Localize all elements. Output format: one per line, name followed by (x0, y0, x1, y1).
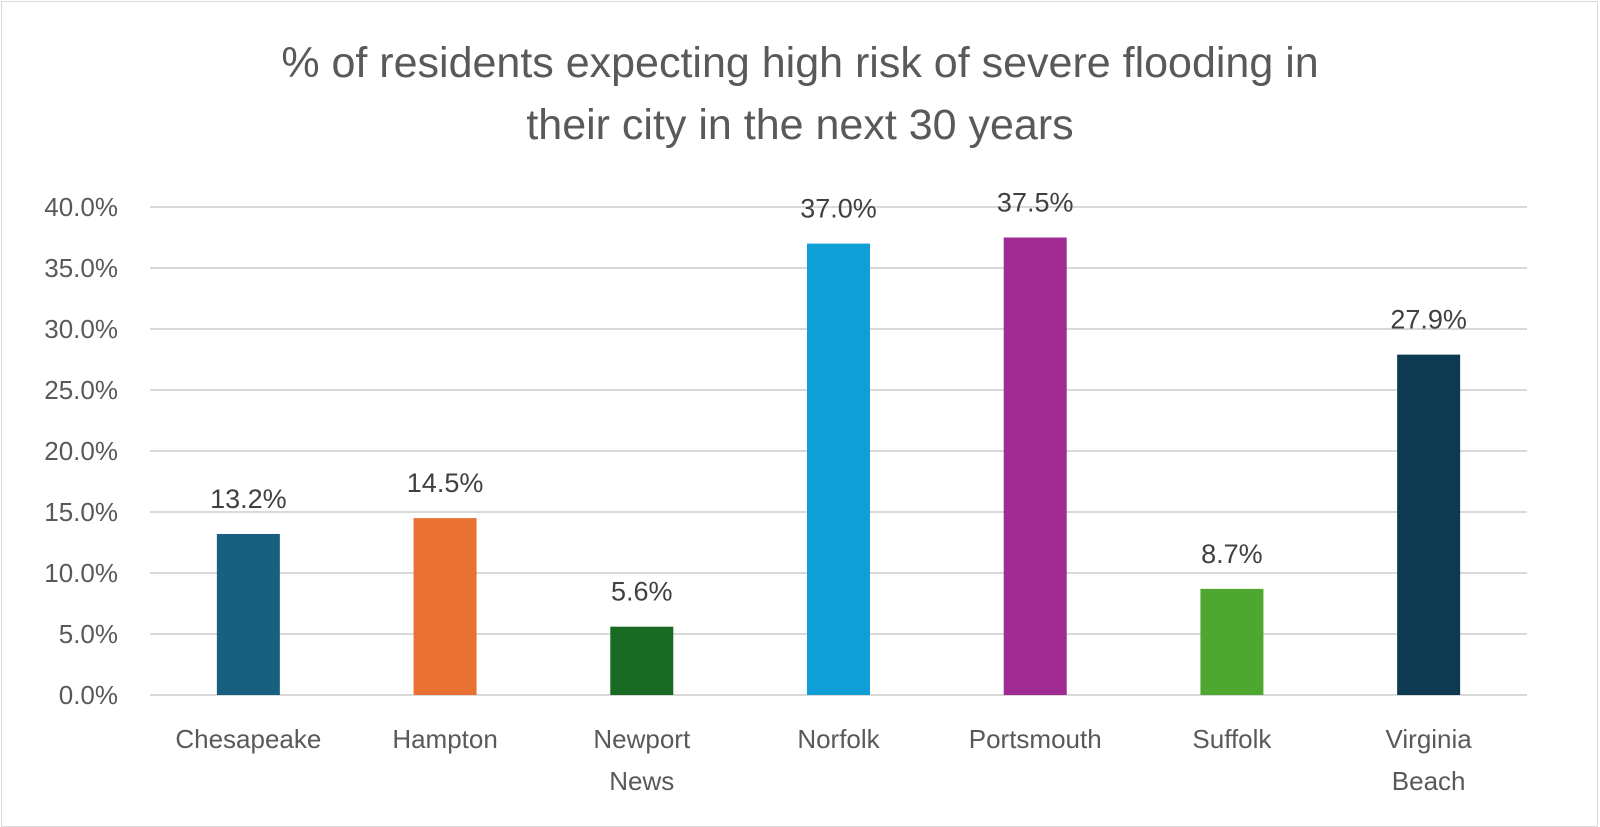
data-label: 5.6% (611, 577, 673, 607)
data-labels: 13.2% 14.5% 5.6% 37.0% 37.5% 8.7% 27.9% (210, 188, 1467, 607)
y-tick-label: 30.0% (44, 314, 118, 344)
y-tick-label: 5.0% (59, 619, 118, 649)
data-label: 14.5% (407, 468, 484, 498)
bars (216, 237, 1461, 695)
data-label: 37.5% (997, 188, 1074, 218)
x-category-label: Suffolk (1192, 724, 1272, 754)
data-label: 13.2% (210, 484, 287, 514)
y-tick-label: 25.0% (44, 375, 118, 405)
chart-title-line-2: their city in the next 30 years (526, 101, 1074, 149)
y-axis-ticks: 0.0% 5.0% 10.0% 15.0% 20.0% 25.0% 30.0% 35.0% 40… (44, 192, 118, 710)
data-label: 27.9% (1390, 305, 1467, 335)
bar (216, 533, 280, 695)
y-tick-label: 0.0% (59, 680, 118, 710)
data-label: 37.0% (800, 194, 877, 224)
bar (807, 243, 870, 695)
bar (1200, 588, 1264, 695)
x-axis-categories: Chesapeake Hampton Newport News Norfolk Ports… (175, 724, 1472, 796)
bar (1397, 354, 1461, 695)
bar (1003, 237, 1067, 695)
x-category-label: News (609, 766, 674, 796)
x-category-label: Chesapeake (175, 724, 321, 754)
chart-title-line-1: % of residents expecting high risk of se… (281, 39, 1319, 87)
data-label: 8.7% (1201, 539, 1263, 569)
y-tick-label: 40.0% (44, 192, 118, 222)
x-category-label: Newport (593, 724, 691, 754)
x-category-label: Portsmouth (969, 724, 1102, 754)
x-category-label: Beach (1392, 766, 1466, 796)
y-tick-label: 15.0% (44, 497, 118, 527)
x-category-label: Norfolk (797, 724, 880, 754)
bar (413, 518, 477, 695)
bar (610, 626, 674, 695)
y-tick-label: 35.0% (44, 253, 118, 283)
y-tick-label: 10.0% (44, 558, 118, 588)
chart-title: % of residents expecting high risk of se… (0, 32, 1600, 156)
x-category-label: Hampton (392, 724, 498, 754)
y-tick-label: 20.0% (44, 436, 118, 466)
x-category-label: Virginia (1386, 724, 1473, 754)
